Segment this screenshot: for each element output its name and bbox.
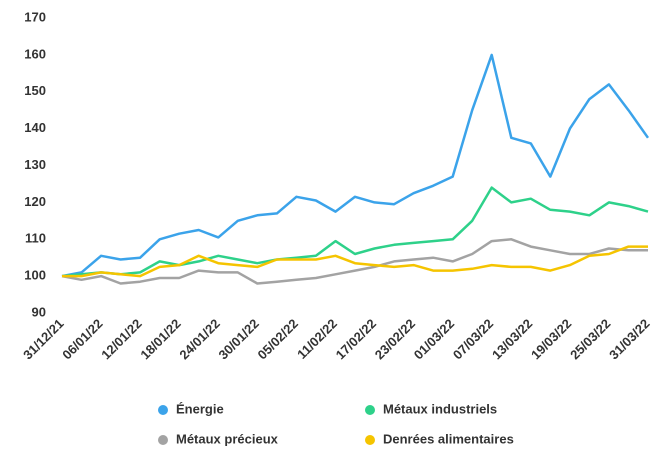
x-tick-label: 13/03/22 [489, 316, 535, 362]
x-tick-label: 24/01/22 [176, 316, 222, 362]
y-tick-label: 150 [24, 83, 46, 98]
y-tick-label: 140 [24, 120, 46, 135]
x-tick-label: 01/03/22 [411, 316, 457, 362]
x-tick-label: 18/01/22 [137, 316, 183, 362]
x-tick-label: 19/03/22 [528, 316, 574, 362]
x-tick-label: 05/02/22 [255, 316, 301, 362]
series-line [61, 238, 648, 285]
legend-marker [365, 435, 375, 445]
legend-label: Denrées alimentaires [383, 431, 514, 446]
x-tick-label: 17/02/22 [333, 316, 379, 362]
x-tick-label: 31/12/21 [20, 316, 66, 362]
legend-label: Métaux précieux [176, 431, 279, 446]
series-line [61, 186, 649, 278]
legend-marker [158, 435, 168, 445]
legend-label: Énergie [176, 401, 224, 416]
x-tick-label: 07/03/22 [450, 316, 496, 362]
legend-label: Métaux industriels [383, 401, 497, 416]
legend-marker [365, 405, 375, 415]
series-line [62, 245, 648, 278]
x-tick-label: 11/02/22 [294, 316, 340, 362]
x-tick-label: 12/01/22 [98, 316, 144, 362]
y-tick-label: 120 [24, 194, 46, 209]
y-tick-label: 130 [24, 157, 46, 172]
x-tick-label: 25/03/22 [567, 316, 613, 362]
x-tick-label: 30/01/22 [215, 316, 261, 362]
y-tick-label: 110 [25, 231, 46, 246]
legend-marker [158, 405, 168, 415]
y-tick-label: 100 [24, 268, 46, 283]
y-tick-label: 90 [32, 304, 46, 319]
y-tick-label: 170 [24, 9, 46, 24]
x-tick-label: 31/03/22 [606, 316, 652, 362]
x-tick-label: 06/01/22 [59, 316, 105, 362]
series-line [61, 53, 650, 278]
x-tick-label: 23/02/22 [372, 316, 418, 362]
y-tick-label: 160 [24, 46, 46, 61]
